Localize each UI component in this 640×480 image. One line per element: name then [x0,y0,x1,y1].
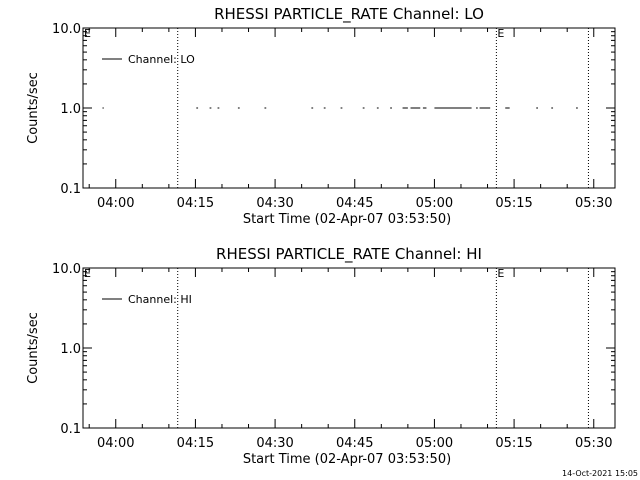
panel-hi: RHESSI PARTICLE_RATE Channel: HI 0.1 1.0 10… [26,245,616,467]
x-tick-label: 04:30 [256,436,293,451]
footer-timestamp: 14-Oct-2021 15:05 [562,469,638,478]
panel-lo: RHESSI PARTICLE_RATE Channel: LO 0.1 1.0 10… [26,5,616,227]
x-tick-label: 05:15 [495,436,532,451]
x-tick-label: 05:00 [416,436,453,451]
x-tick-label: 04:30 [256,196,293,211]
annotation-label: E [497,27,504,40]
annotation-label: E [497,267,504,280]
x-tick-label: 04:00 [97,196,134,211]
x-axis-label: Start Time (02-Apr-07 03:53:50) [243,212,451,227]
annotation-label: E [84,267,91,280]
x-tick-label: 05:15 [495,196,532,211]
y-tick-label: 0.1 [60,182,81,197]
y-tick-label: 1.0 [60,342,81,357]
y-tick-label: 0.1 [60,422,81,437]
chart-title: RHESSI PARTICLE_RATE Channel: HI [216,245,482,264]
x-tick-label: 05:30 [575,196,612,211]
y-tick-label: 10.0 [52,262,81,277]
chart-title: RHESSI PARTICLE_RATE Channel: LO [214,5,484,24]
x-tick-label: 05:30 [575,436,612,451]
x-tick-label: 04:15 [177,196,214,211]
x-tick-label: 04:15 [177,436,214,451]
x-tick-label: 04:00 [97,436,134,451]
y-axis-label: Counts/sec [26,72,41,144]
x-axis-label: Start Time (02-Apr-07 03:53:50) [243,452,451,467]
legend-label: Channel: LO [128,53,195,66]
y-tick-label: 1.0 [60,102,81,117]
legend-label: Channel: HI [128,293,192,306]
y-axis-label: Counts/sec [26,312,41,384]
x-tick-label: 05:00 [416,196,453,211]
x-tick-label: 04:45 [336,436,373,451]
plot-frame [82,27,616,189]
plot-frame [82,267,616,429]
y-tick-label: 10.0 [52,22,81,37]
annotation-label: E [84,27,91,40]
x-tick-label: 04:45 [336,196,373,211]
